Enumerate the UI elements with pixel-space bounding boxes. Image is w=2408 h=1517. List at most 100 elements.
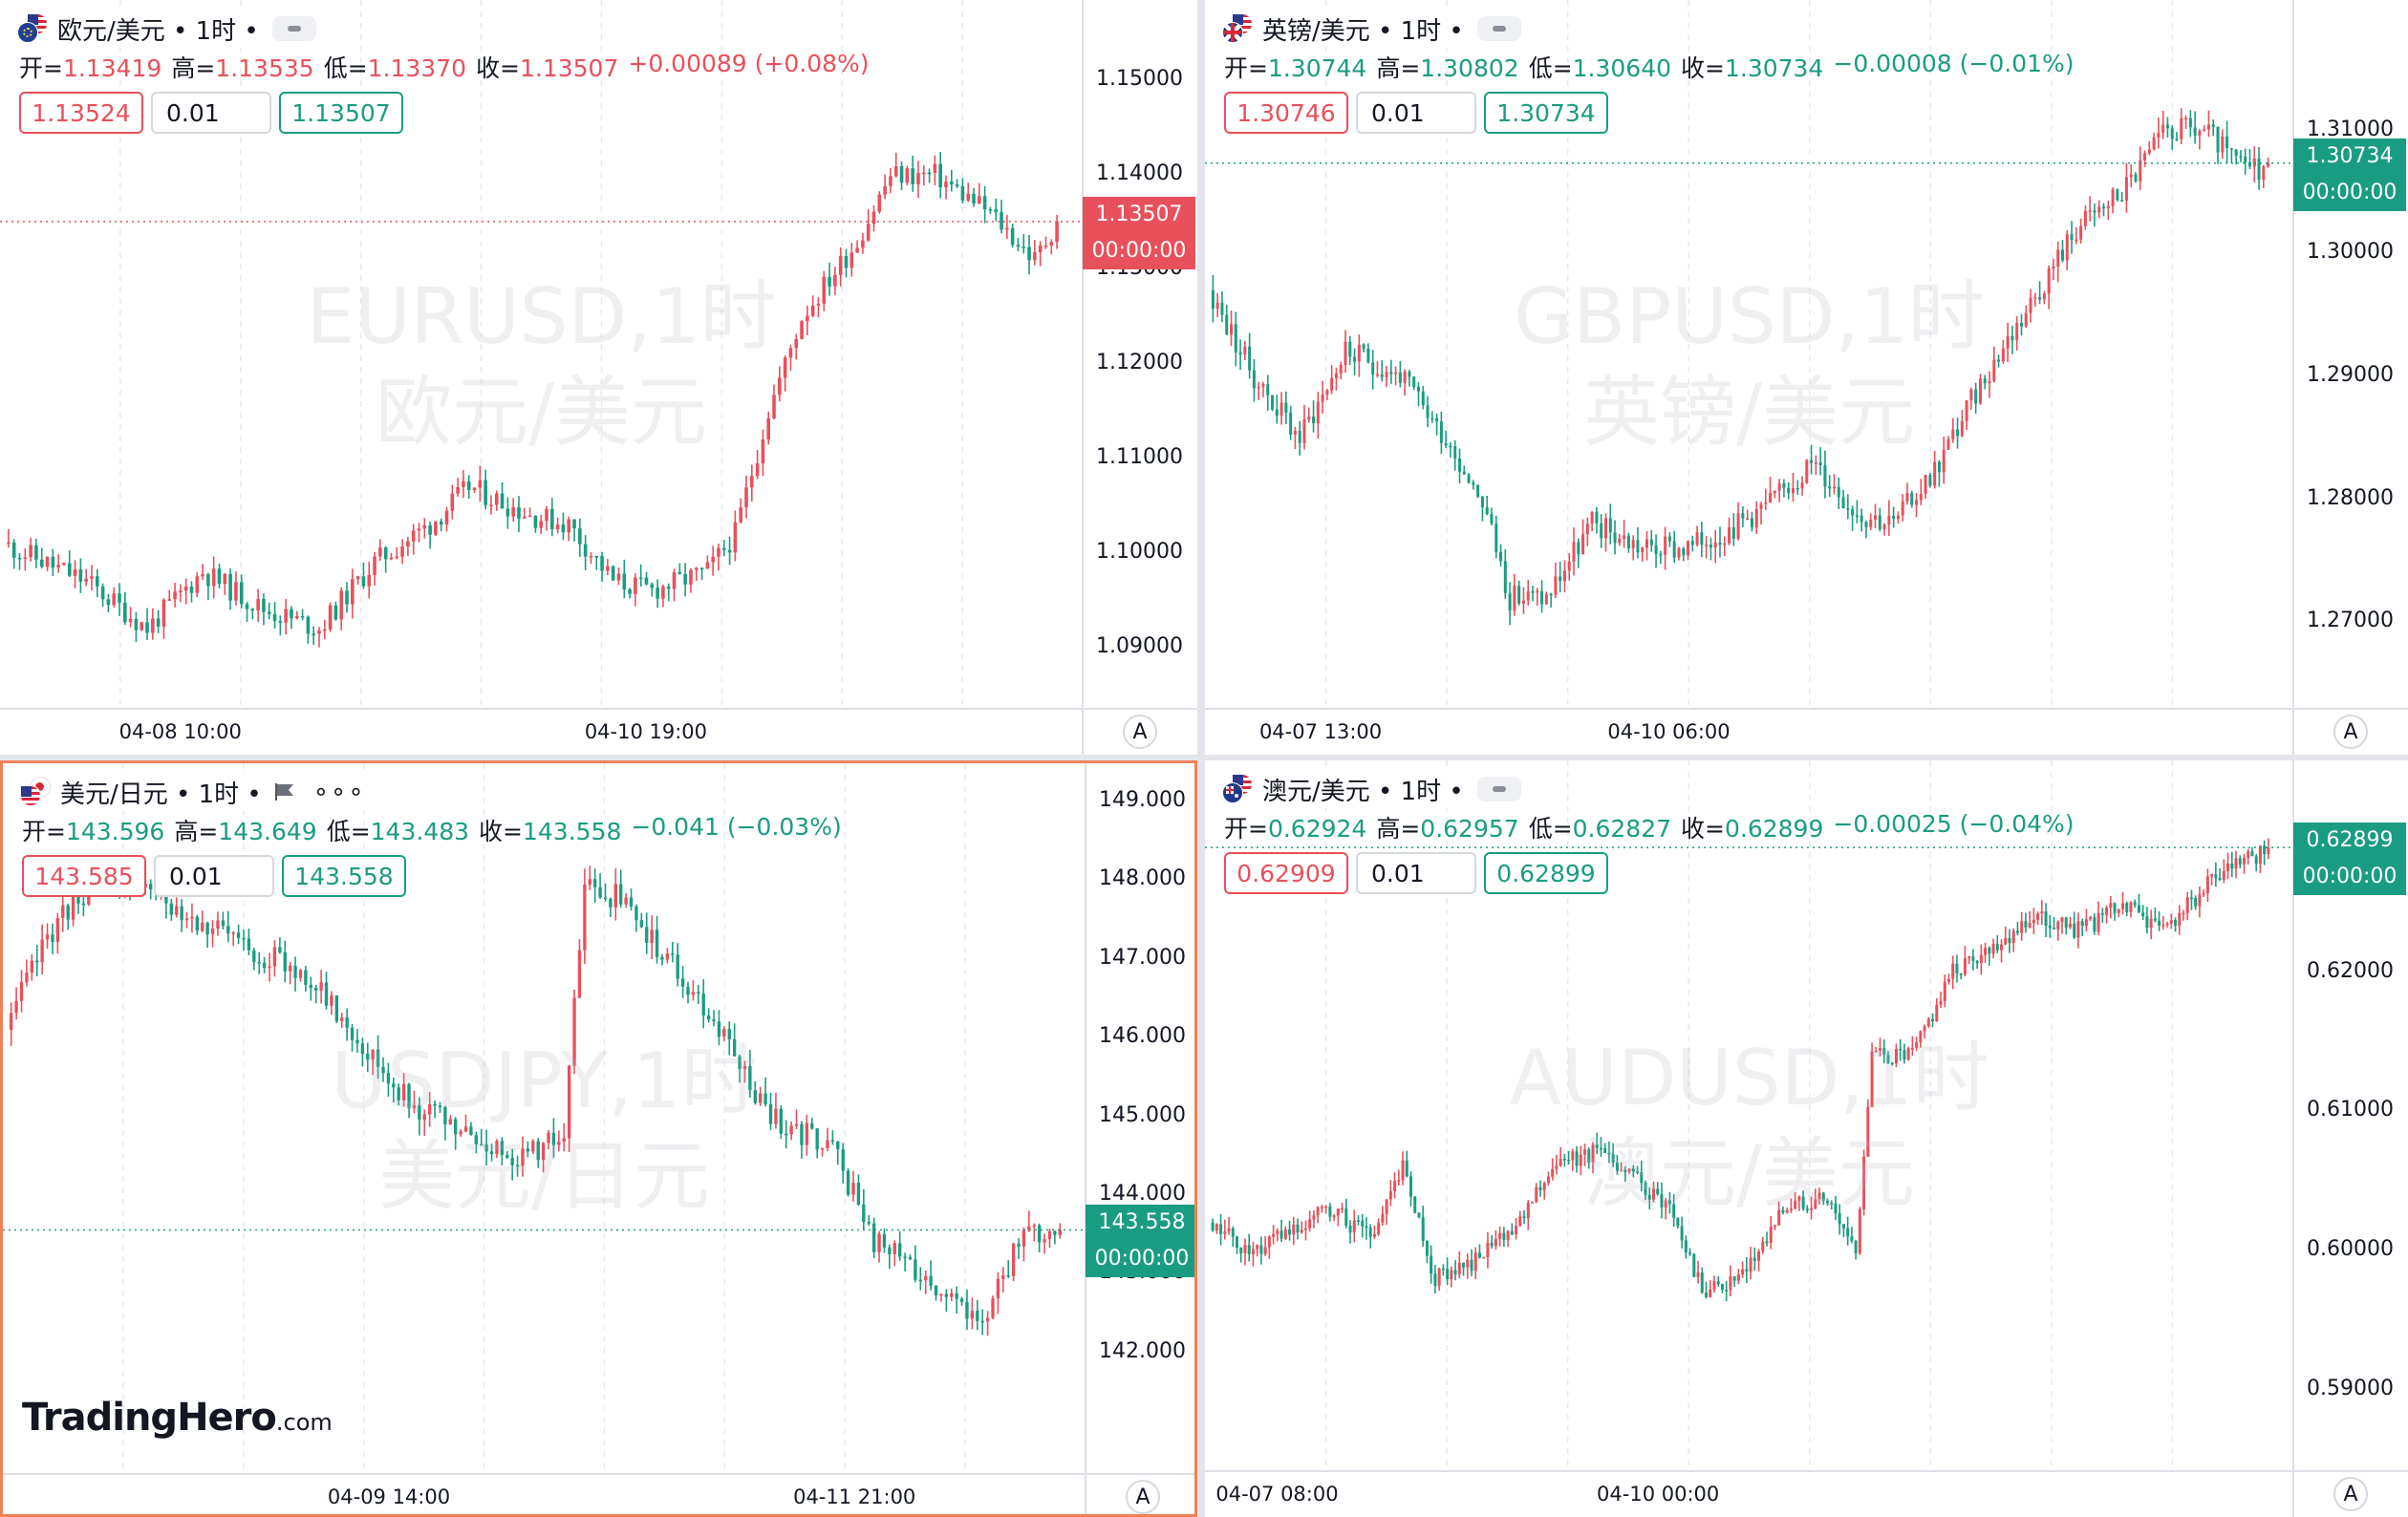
- quantity-input[interactable]: 0.01: [1356, 852, 1476, 894]
- sell-button[interactable]: 0.62909: [1224, 852, 1348, 894]
- candle: [2247, 848, 2250, 865]
- candle: [882, 1229, 887, 1253]
- candle: [1910, 490, 1914, 508]
- ohlc-low-label: 低=: [323, 54, 368, 82]
- symbol-header[interactable]: 美元/日元 • 1时 • ∘∘∘: [16, 773, 376, 811]
- chart-panel-audusd[interactable]: AUDUSD,1时 澳元/美元 0.62000 0.61000 0.60000 0.590…: [1205, 760, 2408, 1517]
- candle: [1797, 1195, 1801, 1211]
- candle: [761, 429, 765, 477]
- quantity-input[interactable]: 0.01: [154, 855, 274, 897]
- candle: [245, 602, 249, 623]
- candle: [1647, 1187, 1651, 1209]
- trade-panel[interactable]: 1.13524 0.01 1.13507: [19, 92, 403, 134]
- candle: [422, 518, 427, 539]
- candle: [2089, 915, 2093, 922]
- candle: [744, 475, 748, 519]
- auto-scale-button[interactable]: A: [1123, 715, 1157, 749]
- candle: [167, 589, 172, 602]
- time-tick-label: 04-09 14:00: [327, 1485, 451, 1508]
- candle: [500, 1137, 505, 1166]
- candle: [1482, 1256, 1486, 1259]
- candle: [190, 903, 194, 933]
- candle: [877, 1230, 881, 1263]
- chart-panel-usdjpy[interactable]: USDJPY,1时 美元/日元 149.000 148.000 147.000 146.0…: [0, 760, 1197, 1517]
- trade-panel[interactable]: 143.585 0.01 143.558: [22, 855, 406, 897]
- sell-button[interactable]: 1.13524: [19, 92, 143, 134]
- flag-marker-icon[interactable]: [273, 781, 298, 802]
- candle: [2189, 889, 2193, 910]
- candle: [550, 498, 554, 537]
- candle: [841, 1143, 845, 1184]
- candle: [577, 939, 582, 999]
- buy-button[interactable]: 0.62899: [1484, 852, 1608, 894]
- collapse-toggle-icon[interactable]: [1476, 16, 1521, 41]
- candle: [2061, 240, 2065, 263]
- candle: [360, 1037, 365, 1067]
- candle: [2048, 914, 2052, 938]
- candle: [1983, 374, 1987, 390]
- candle: [903, 1252, 907, 1271]
- sell-button[interactable]: 1.30746: [1224, 92, 1348, 134]
- symbol-header[interactable]: 欧元/美元 • 1时 •: [13, 10, 326, 48]
- candle: [288, 961, 292, 985]
- trade-panel[interactable]: 1.30746 0.01 1.30734: [1224, 92, 1608, 134]
- candle: [970, 1297, 975, 1330]
- candle: [789, 1122, 793, 1141]
- chart-panel-gbpusd[interactable]: GBPUSD,1时 英镑/美元 1.31000 1.30000 1.29000 1.280…: [1205, 0, 2408, 755]
- candle: [1846, 494, 1850, 520]
- auto-scale-button[interactable]: A: [2333, 715, 2368, 749]
- buy-button[interactable]: 1.30734: [1484, 92, 1608, 134]
- candle: [871, 205, 876, 232]
- sell-button[interactable]: 143.585: [22, 855, 146, 897]
- candle: [2015, 315, 2019, 351]
- symbol-title[interactable]: 欧元/美元 • 1时 •: [57, 16, 259, 46]
- collapse-toggle-icon[interactable]: [1476, 777, 1521, 801]
- candle: [759, 1086, 763, 1106]
- candle: [56, 554, 60, 573]
- candle: [19, 970, 24, 1013]
- candle: [489, 495, 493, 515]
- candle: [578, 518, 582, 557]
- candle: [533, 515, 538, 533]
- candle: [1838, 1204, 1841, 1235]
- candle: [705, 555, 710, 569]
- candle: [1607, 1141, 1611, 1164]
- candle: [2234, 850, 2238, 879]
- candle: [889, 167, 892, 194]
- buy-button[interactable]: 143.558: [282, 855, 406, 897]
- trade-panel[interactable]: 0.62909 0.01 0.62899: [1224, 852, 1608, 894]
- candle: [1818, 447, 1822, 476]
- candle: [2254, 854, 2258, 872]
- symbol-header[interactable]: 英镑/美元 • 1时 •: [1218, 10, 1531, 48]
- candle: [2065, 230, 2069, 271]
- candlestick-chart[interactable]: [0, 0, 1197, 755]
- candle: [100, 583, 105, 607]
- candle: [1043, 1233, 1046, 1254]
- candle: [1494, 1230, 1497, 1250]
- candle: [1769, 1215, 1773, 1250]
- candle: [1664, 1197, 1667, 1220]
- symbol-title[interactable]: 美元/日元 • 1时 •: [60, 780, 262, 809]
- quantity-input[interactable]: 0.01: [151, 92, 271, 134]
- candlestick-chart[interactable]: [1205, 760, 2408, 1517]
- quantity-input[interactable]: 0.01: [1356, 92, 1476, 134]
- uk-flag-icon: [1222, 22, 1243, 43]
- symbol-header[interactable]: 澳元/美元 • 1时 •: [1218, 770, 1531, 808]
- candle: [2006, 322, 2010, 363]
- candle: [2174, 917, 2178, 932]
- collapse-toggle-icon[interactable]: [271, 16, 316, 41]
- buy-button[interactable]: 1.13507: [279, 92, 403, 134]
- candle: [1243, 340, 1247, 361]
- candle: [2194, 895, 2198, 910]
- candle: [1437, 1267, 1441, 1291]
- candle: [1817, 1187, 1821, 1205]
- auto-scale-button[interactable]: A: [1126, 1480, 1160, 1514]
- candle: [583, 868, 587, 965]
- auto-scale-button[interactable]: A: [2333, 1477, 2368, 1511]
- symbol-title[interactable]: 澳元/美元 • 1时 •: [1262, 777, 1464, 806]
- candle: [2147, 140, 2151, 156]
- symbol-title[interactable]: 英镑/美元 • 1时 •: [1262, 16, 1464, 46]
- chart-panel-eurusd[interactable]: EURUSD,1时欧元/美元1.150001.140001.130001.120…: [0, 0, 1197, 755]
- candle: [234, 571, 238, 606]
- more-options-icon[interactable]: ∘∘∘: [312, 778, 366, 806]
